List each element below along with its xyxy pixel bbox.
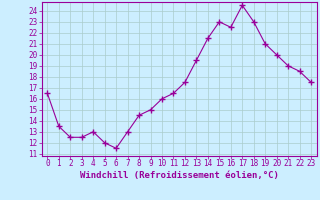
X-axis label: Windchill (Refroidissement éolien,°C): Windchill (Refroidissement éolien,°C) [80,171,279,180]
